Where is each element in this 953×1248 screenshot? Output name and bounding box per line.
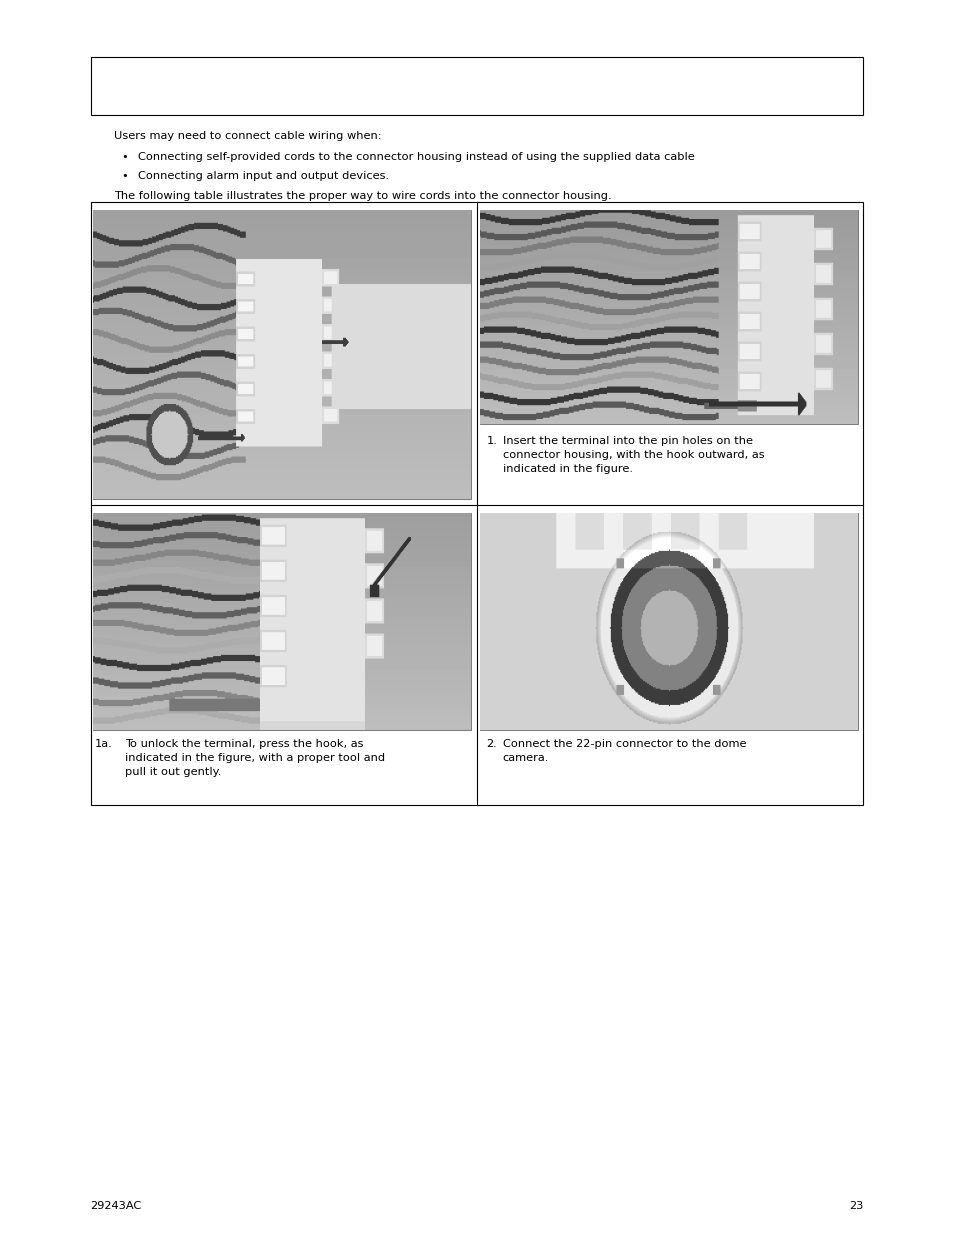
Bar: [479, 210, 857, 424]
Text: To unlock the terminal, press the hook, as
indicated in the figure, with a prope: To unlock the terminal, press the hook, …: [125, 739, 385, 776]
Text: The following table illustrates the proper way to wire cords into the connector : The following table illustrates the prop…: [114, 191, 612, 201]
Bar: [93, 210, 471, 499]
Text: •: •: [121, 171, 128, 181]
Text: Connecting self-provided cords to the connector housing instead of using the sup: Connecting self-provided cords to the co…: [138, 152, 695, 162]
Text: Insert the terminal into the pin holes on the
connector housing, with the hook o: Insert the terminal into the pin holes o…: [502, 436, 763, 473]
Bar: [479, 513, 857, 730]
Text: 2.: 2.: [486, 739, 497, 749]
Bar: [91, 202, 862, 805]
Bar: [91, 57, 862, 115]
Bar: [93, 513, 471, 730]
Text: 29243AC: 29243AC: [91, 1201, 142, 1211]
Text: 23: 23: [848, 1201, 862, 1211]
Text: Connect the 22-pin connector to the dome
camera.: Connect the 22-pin connector to the dome…: [502, 739, 745, 763]
Text: Connecting alarm input and output devices.: Connecting alarm input and output device…: [138, 171, 389, 181]
Text: 1a.: 1a.: [94, 739, 112, 749]
Text: Users may need to connect cable wiring when:: Users may need to connect cable wiring w…: [114, 131, 382, 141]
Text: •: •: [121, 152, 128, 162]
Text: 1.: 1.: [486, 436, 497, 446]
